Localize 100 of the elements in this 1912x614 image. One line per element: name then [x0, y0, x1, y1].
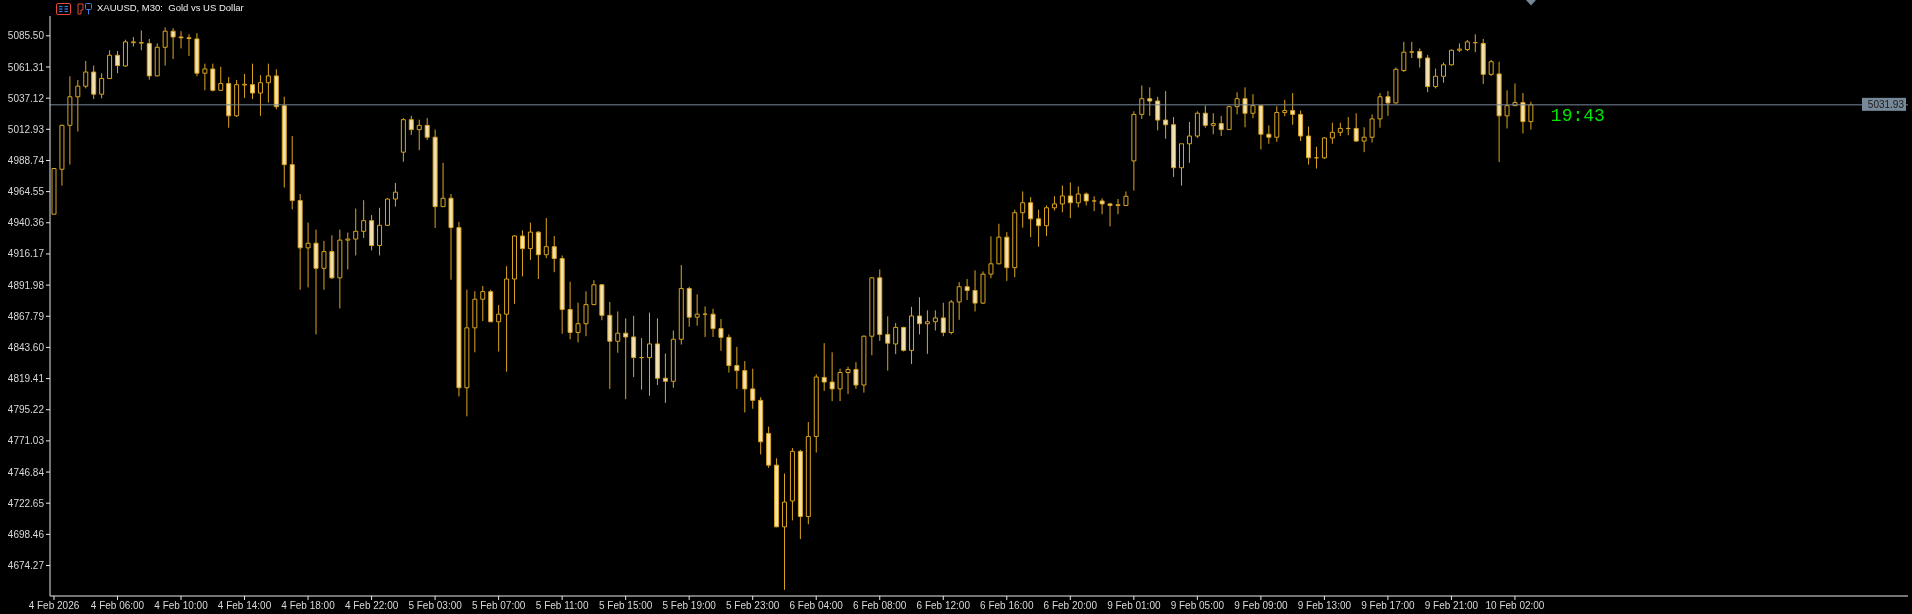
candlestick	[91, 65, 97, 100]
y-tick-label: 4891.98	[7, 279, 45, 291]
candlestick	[313, 229, 319, 335]
x-tick-label: 6 Feb 20:00	[1043, 600, 1098, 612]
candlestick	[916, 296, 922, 335]
candlestick	[369, 214, 375, 251]
candlestick	[1147, 86, 1153, 117]
candlestick	[1409, 41, 1415, 59]
x-tick-label: 4 Feb 22:00	[344, 600, 399, 612]
candlestick	[869, 276, 875, 356]
candlestick	[583, 290, 589, 337]
x-tick-label: 9 Feb 09:00	[1234, 600, 1288, 612]
candlestick	[615, 310, 621, 354]
candlestick	[940, 302, 946, 337]
candlestick	[1448, 48, 1454, 67]
x-tick-label: 4 Feb 2026	[28, 600, 80, 612]
candlestick	[1353, 112, 1359, 143]
candlestick	[766, 426, 772, 469]
candlestick	[1306, 126, 1312, 166]
candlestick	[829, 351, 835, 402]
candlestick	[1496, 61, 1502, 163]
candlestick	[1012, 209, 1018, 278]
x-tick-label: 9 Feb 17:00	[1361, 600, 1416, 612]
x-tick-label: 5 Feb 11:00	[535, 600, 589, 612]
candlestick	[559, 254, 565, 335]
candlestick	[146, 38, 152, 81]
candlestick	[1274, 105, 1280, 143]
candlestick	[281, 96, 287, 189]
candlestick	[329, 234, 335, 280]
candlestick	[1083, 191, 1089, 206]
candlestick	[932, 309, 938, 332]
candlestick	[472, 290, 478, 353]
x-tick-label: 5 Feb 07:00	[471, 600, 526, 612]
candlestick	[599, 283, 605, 321]
candlestick	[242, 73, 248, 99]
candlestick	[893, 322, 899, 355]
candlestick	[1067, 182, 1073, 219]
candlestick	[710, 308, 716, 338]
x-tick-label: 5 Feb 19:00	[662, 600, 717, 612]
y-tick-label: 4698.46	[7, 528, 45, 540]
x-tick-label: 5 Feb 03:00	[408, 600, 463, 612]
candlestick	[782, 473, 787, 591]
candlestick	[337, 229, 343, 309]
x-tick-label: 4 Feb 10:00	[154, 600, 209, 612]
candlestick	[623, 317, 629, 400]
candlestick	[821, 342, 827, 392]
candlestick	[107, 49, 113, 80]
candlestick	[813, 373, 819, 454]
candlestick	[837, 368, 843, 402]
candlestick	[639, 337, 645, 391]
candlestick	[202, 63, 208, 91]
y-tick-label: 4819.41	[7, 373, 45, 385]
y-tick-label: 4674.27	[7, 560, 45, 572]
candlestick	[353, 208, 359, 256]
text: 19:43	[1550, 105, 1605, 126]
candlestick	[1123, 190, 1129, 207]
candlestick	[1520, 92, 1526, 134]
candlestick	[83, 60, 89, 89]
x-tick-label: 4 Feb 14:00	[217, 600, 272, 612]
candlestick	[384, 197, 390, 227]
candlestick	[1202, 105, 1208, 129]
y-tick-label: 4988.74	[7, 155, 45, 167]
candlestick	[234, 79, 240, 118]
candlestick	[877, 268, 883, 342]
candlestick	[504, 265, 510, 373]
candlestick	[1194, 110, 1200, 139]
candlestick	[1417, 47, 1423, 69]
candlestick	[1369, 113, 1375, 144]
candlestick	[1059, 185, 1065, 213]
candlestick	[480, 285, 486, 322]
candlestick	[138, 29, 144, 51]
candlestick	[1242, 86, 1248, 128]
candlestick	[400, 117, 406, 163]
candlestick	[424, 117, 430, 141]
candlestick	[551, 235, 557, 273]
candlestick	[1107, 202, 1113, 227]
x-tick-label: 9 Feb 01:00	[1107, 600, 1161, 612]
candlestick	[567, 281, 573, 340]
candlestick	[924, 309, 930, 355]
candlestick	[607, 301, 613, 390]
candlestick	[1425, 54, 1431, 93]
candlestick	[67, 75, 73, 166]
candlestick	[591, 279, 597, 306]
candlestick	[194, 32, 200, 77]
candlestick	[440, 162, 446, 208]
candlestick	[1075, 185, 1081, 208]
y-tick-label: 5012.93	[7, 123, 45, 135]
candlestick	[678, 264, 684, 346]
candlestick	[742, 360, 748, 413]
candlestick	[1091, 195, 1097, 212]
candlestick	[162, 26, 168, 67]
candlestick	[178, 30, 184, 49]
candlestick	[257, 74, 263, 117]
candlestick	[1290, 92, 1296, 126]
candlestick	[250, 63, 255, 100]
candlestick	[575, 302, 581, 343]
candlestick	[1361, 126, 1367, 153]
x-tick-label: 4 Feb 18:00	[281, 600, 336, 612]
y-tick-label: 4746.84	[7, 466, 45, 478]
candlestick	[265, 63, 271, 104]
